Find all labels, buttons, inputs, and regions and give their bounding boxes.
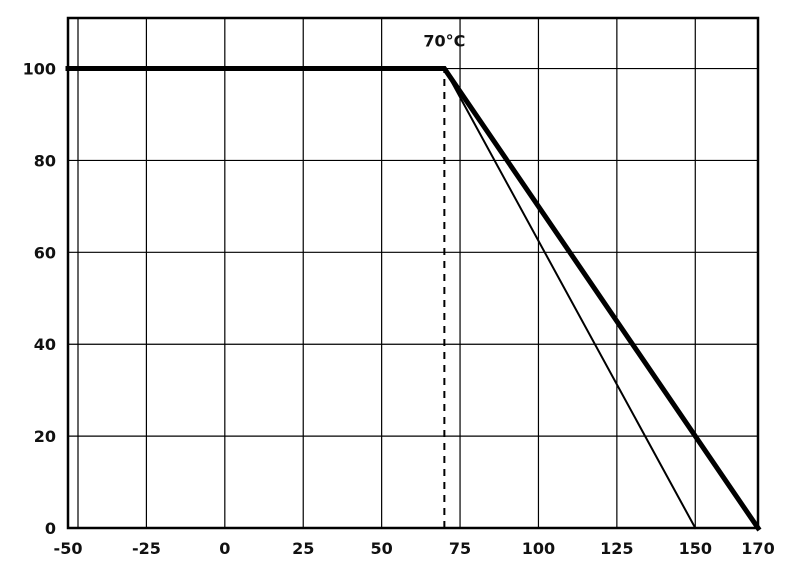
series-derating-curve-thick [65,66,762,532]
x-tick-label: 100 [522,539,555,558]
x-tick-label: 0 [219,539,230,558]
y-tick-label: 100 [23,60,56,79]
x-tick-label: 150 [679,539,712,558]
x-tick-label: -50 [54,539,83,558]
x-tick-label: 170 [741,539,774,558]
x-tick-label: 25 [292,539,314,558]
y-tick-label: 0 [45,519,56,538]
x-tick-label: 50 [371,539,393,558]
x-tick-label: 125 [600,539,633,558]
x-tick-label: 75 [449,539,471,558]
y-tick-label: 60 [34,243,56,262]
plot-border [66,16,760,530]
series-derating-curve-thin [443,67,697,530]
x-tick-label: -25 [132,539,161,558]
y-tick-label: 80 [34,151,56,170]
threshold-annotation-label: 70°C [423,32,465,51]
y-tick-label: 40 [34,335,56,354]
y-tick-label: 20 [34,427,56,446]
